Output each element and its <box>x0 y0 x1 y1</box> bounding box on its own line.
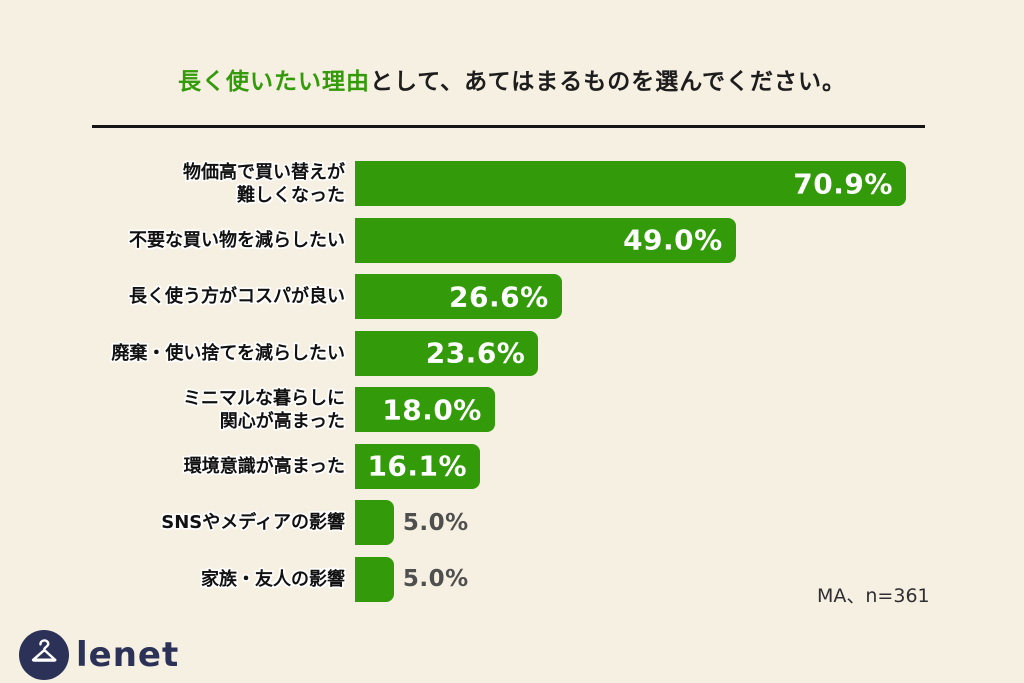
bar-row: SNSやメディアの影響 5.0% <box>0 500 1024 545</box>
value-label: 16.1% <box>367 449 468 483</box>
value-label: 5.0% <box>402 509 469 536</box>
title-divider <box>92 125 925 128</box>
value-label: 18.0% <box>382 393 482 426</box>
value-label: 26.6% <box>449 280 549 313</box>
hanger-icon <box>19 630 69 680</box>
chart-title-highlight: 長く使いたい理由 <box>177 69 370 95</box>
bar: 26.6% <box>355 274 562 319</box>
bar-row: ミニマルな暮らしに 関心が高まった 18.0% <box>0 387 1024 432</box>
bar: 23.6% <box>355 330 539 376</box>
bar-row: 物価高で買い替えが 難しくなった 70.9% <box>0 161 1024 206</box>
category-label: SNSやメディアの影響 <box>161 512 345 533</box>
brand-name: Lenet <box>76 635 180 675</box>
category-label: 廃棄・使い捨てを減らしたい <box>111 342 345 364</box>
bar-chart: 物価高で買い替えが 難しくなった 70.9% 不要な買い物を減らしたい 49.0… <box>0 161 1024 613</box>
bar: 49.0% <box>355 217 736 263</box>
chart-title: 長く使いたい理由として、あてはまるものを選んでください。 <box>0 62 1024 96</box>
value-label: 23.6% <box>425 336 526 370</box>
category-label: 不要な買い物を減らしたい <box>129 229 345 251</box>
sample-size-note: MA、n=361 <box>817 585 930 607</box>
bar-row: 不要な買い物を減らしたい 49.0% <box>0 217 1024 263</box>
value-label: 5.0% <box>402 566 469 592</box>
value-label: 70.9% <box>793 167 893 200</box>
value-label: 49.0% <box>623 223 723 257</box>
category-label: 家族・友人の影響 <box>201 568 345 590</box>
bar: 5.0% <box>355 500 468 545</box>
brand-logo: Lenet <box>19 630 179 680</box>
category-label: 物価高で買い替えが 難しくなった <box>183 161 345 206</box>
bar-row: 環境意識が高まった 16.1% <box>0 443 1024 489</box>
bar: 5.0% <box>355 556 468 602</box>
category-label: ミニマルな暮らしに 関心が高まった <box>183 387 345 432</box>
bar: 16.1% <box>355 443 481 489</box>
category-label: 長く使う方がコスパが良い <box>129 286 345 307</box>
chart-title-rest: として、あてはまるものを選んでください。 <box>369 69 847 95</box>
category-label: 環境意識が高まった <box>183 455 345 477</box>
bar-row: 家族・友人の影響 5.0% <box>0 556 1024 602</box>
bar-row: 廃棄・使い捨てを減らしたい 23.6% <box>0 330 1024 376</box>
bar: 70.9% <box>355 161 906 206</box>
bar-row: 長く使う方がコスパが良い 26.6% <box>0 274 1024 319</box>
bar: 18.0% <box>355 387 495 432</box>
